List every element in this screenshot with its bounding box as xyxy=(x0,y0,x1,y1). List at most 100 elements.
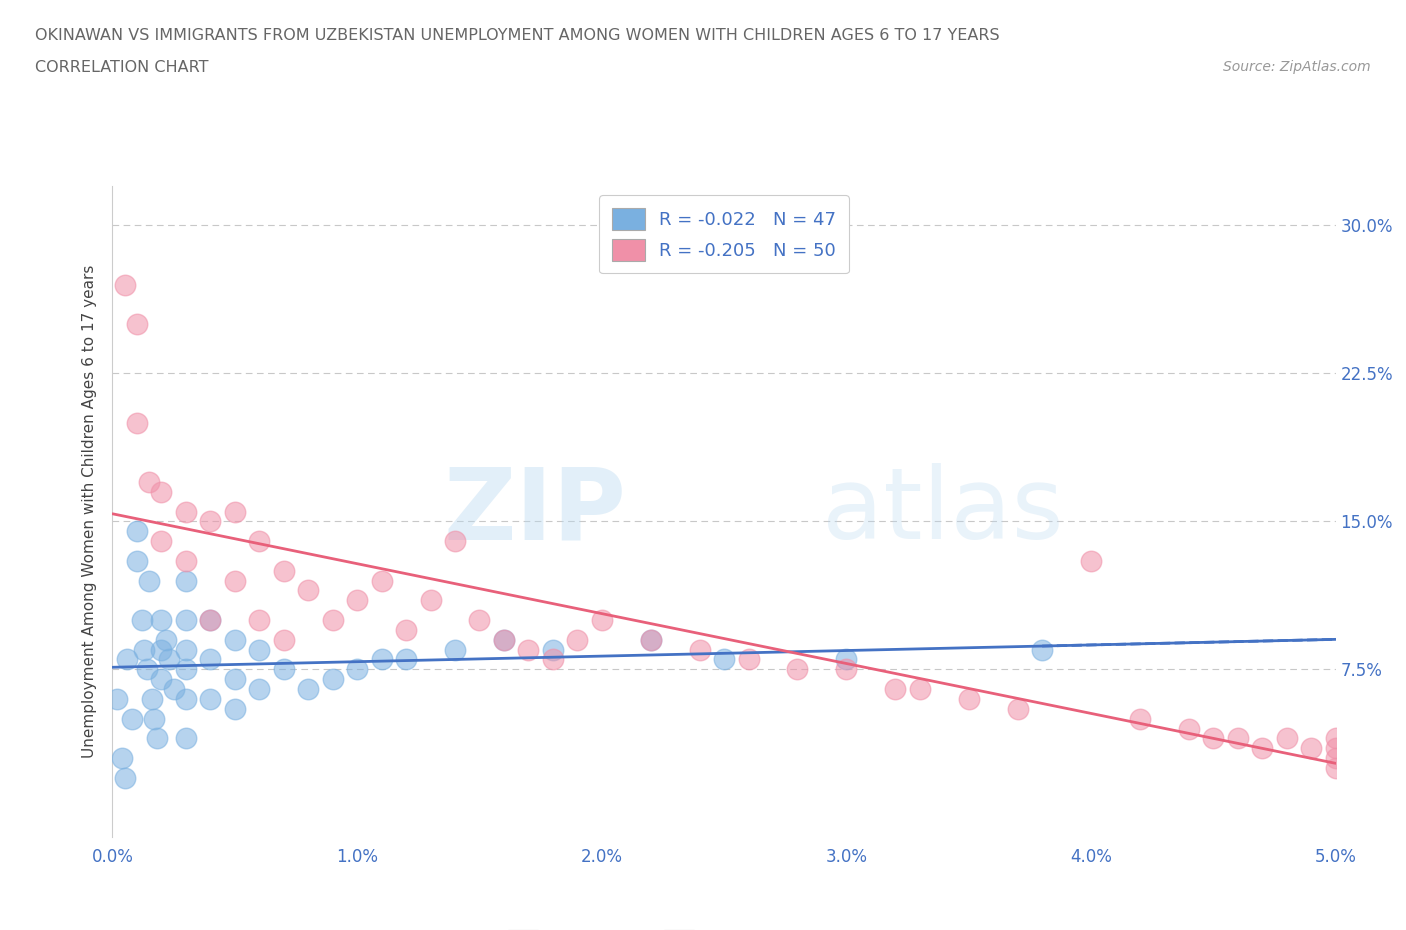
Point xyxy=(1251,741,1274,756)
Point xyxy=(541,642,564,657)
Point xyxy=(114,770,136,785)
Point xyxy=(346,592,368,607)
Point xyxy=(247,642,270,657)
Point xyxy=(1178,721,1201,736)
Point xyxy=(1031,642,1053,657)
Point xyxy=(134,642,156,657)
Point xyxy=(125,316,148,331)
Point xyxy=(121,711,143,726)
Point xyxy=(640,632,662,647)
Text: OKINAWAN VS IMMIGRANTS FROM UZBEKISTAN UNEMPLOYMENT AMONG WOMEN WITH CHILDREN AG: OKINAWAN VS IMMIGRANTS FROM UZBEKISTAN U… xyxy=(35,28,1000,43)
Point xyxy=(444,534,467,549)
Point xyxy=(517,642,540,657)
Point xyxy=(273,662,295,677)
Point xyxy=(200,692,222,707)
Point xyxy=(273,564,295,578)
Point xyxy=(224,504,246,519)
Point xyxy=(1324,751,1347,765)
Point xyxy=(835,662,858,677)
Point xyxy=(492,632,515,647)
Point xyxy=(370,573,392,588)
Point xyxy=(786,662,808,677)
Point xyxy=(640,632,662,647)
Point xyxy=(541,652,564,667)
Point xyxy=(1226,731,1249,746)
Point xyxy=(1202,731,1225,746)
Point xyxy=(395,622,418,637)
Point xyxy=(200,613,222,628)
Point xyxy=(835,652,858,667)
Point xyxy=(174,642,197,657)
Point xyxy=(273,632,295,647)
Point xyxy=(737,652,759,667)
Point xyxy=(174,731,197,746)
Text: Source: ZipAtlas.com: Source: ZipAtlas.com xyxy=(1223,60,1371,74)
Point xyxy=(1007,701,1029,716)
Point xyxy=(1324,741,1347,756)
Point xyxy=(322,613,344,628)
Point xyxy=(155,632,177,647)
Point xyxy=(957,692,980,707)
Point xyxy=(224,573,246,588)
Point xyxy=(1324,761,1347,776)
Point xyxy=(224,671,246,686)
Point xyxy=(138,474,160,489)
Point xyxy=(395,652,418,667)
Text: atlas: atlas xyxy=(823,463,1063,560)
Text: ZIP: ZIP xyxy=(443,463,626,560)
Point xyxy=(468,613,491,628)
Legend: Okinawans, Immigrants from Uzbekistan: Okinawans, Immigrants from Uzbekistan xyxy=(501,923,948,930)
Point xyxy=(150,485,173,499)
Point xyxy=(150,671,173,686)
Point xyxy=(150,613,173,628)
Point xyxy=(111,751,134,765)
Point xyxy=(689,642,711,657)
Point xyxy=(297,583,319,598)
Point xyxy=(125,524,148,538)
Point xyxy=(174,692,197,707)
Point xyxy=(492,632,515,647)
Point xyxy=(247,682,270,697)
Point xyxy=(143,711,166,726)
Point xyxy=(1275,731,1298,746)
Text: CORRELATION CHART: CORRELATION CHART xyxy=(35,60,208,75)
Point xyxy=(174,504,197,519)
Point xyxy=(125,416,148,431)
Point xyxy=(115,652,138,667)
Point xyxy=(150,642,173,657)
Point xyxy=(1080,553,1102,568)
Point xyxy=(247,613,270,628)
Y-axis label: Unemployment Among Women with Children Ages 6 to 17 years: Unemployment Among Women with Children A… xyxy=(82,265,97,758)
Point xyxy=(174,573,197,588)
Point xyxy=(444,642,467,657)
Point xyxy=(174,662,197,677)
Point xyxy=(713,652,735,667)
Point xyxy=(174,613,197,628)
Point xyxy=(141,692,163,707)
Point xyxy=(224,632,246,647)
Point xyxy=(138,573,160,588)
Point xyxy=(297,682,319,697)
Point xyxy=(247,534,270,549)
Point xyxy=(224,701,246,716)
Point xyxy=(1129,711,1152,726)
Point xyxy=(1324,731,1347,746)
Point xyxy=(125,553,148,568)
Point xyxy=(135,662,157,677)
Point xyxy=(163,682,186,697)
Point xyxy=(370,652,392,667)
Point xyxy=(150,534,173,549)
Point xyxy=(346,662,368,677)
Point xyxy=(1301,741,1323,756)
Point xyxy=(591,613,613,628)
Point xyxy=(567,632,589,647)
Point xyxy=(157,652,180,667)
Point xyxy=(200,514,222,529)
Point xyxy=(419,592,441,607)
Point xyxy=(908,682,931,697)
Point xyxy=(200,652,222,667)
Point xyxy=(131,613,153,628)
Point xyxy=(174,553,197,568)
Point xyxy=(114,277,136,292)
Point xyxy=(105,692,128,707)
